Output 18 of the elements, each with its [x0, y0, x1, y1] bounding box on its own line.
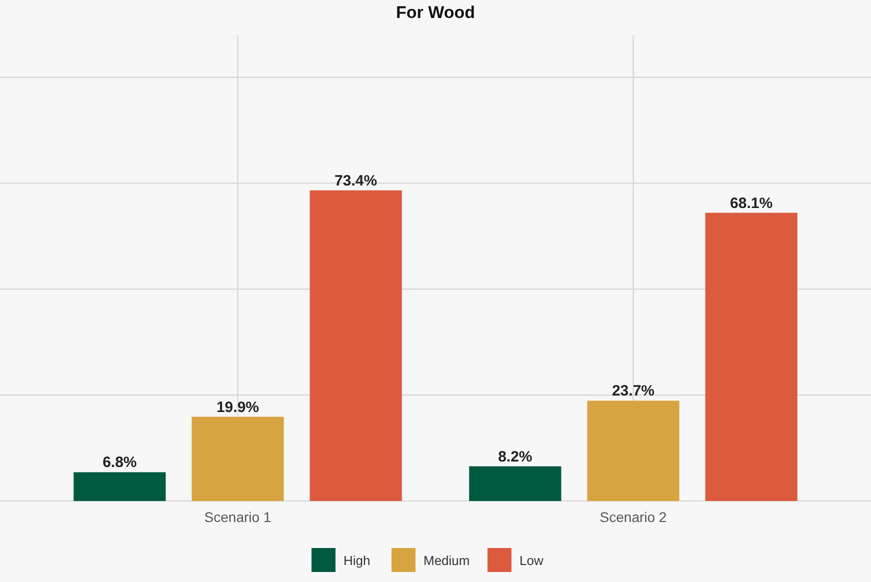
chart-title: For Wood	[396, 3, 475, 22]
x-tick-label: Scenario 1	[204, 509, 272, 525]
data-label: 68.1%	[730, 194, 773, 212]
legend-label: High	[344, 553, 370, 568]
data-label: 6.8%	[102, 454, 137, 472]
bar	[705, 212, 798, 501]
bar	[587, 400, 680, 501]
legend-label: Low	[520, 553, 544, 568]
data-label: 23.7%	[612, 382, 655, 400]
bar	[310, 190, 402, 501]
data-label: 73.4%	[334, 172, 378, 190]
data-label: 8.2%	[498, 448, 532, 466]
legend-label: Medium	[424, 553, 470, 568]
x-tick-label: Scenario 2	[600, 509, 667, 525]
data-label: 19.9%	[216, 398, 260, 416]
bar	[74, 472, 166, 501]
bar	[469, 466, 562, 501]
bar	[192, 416, 284, 501]
